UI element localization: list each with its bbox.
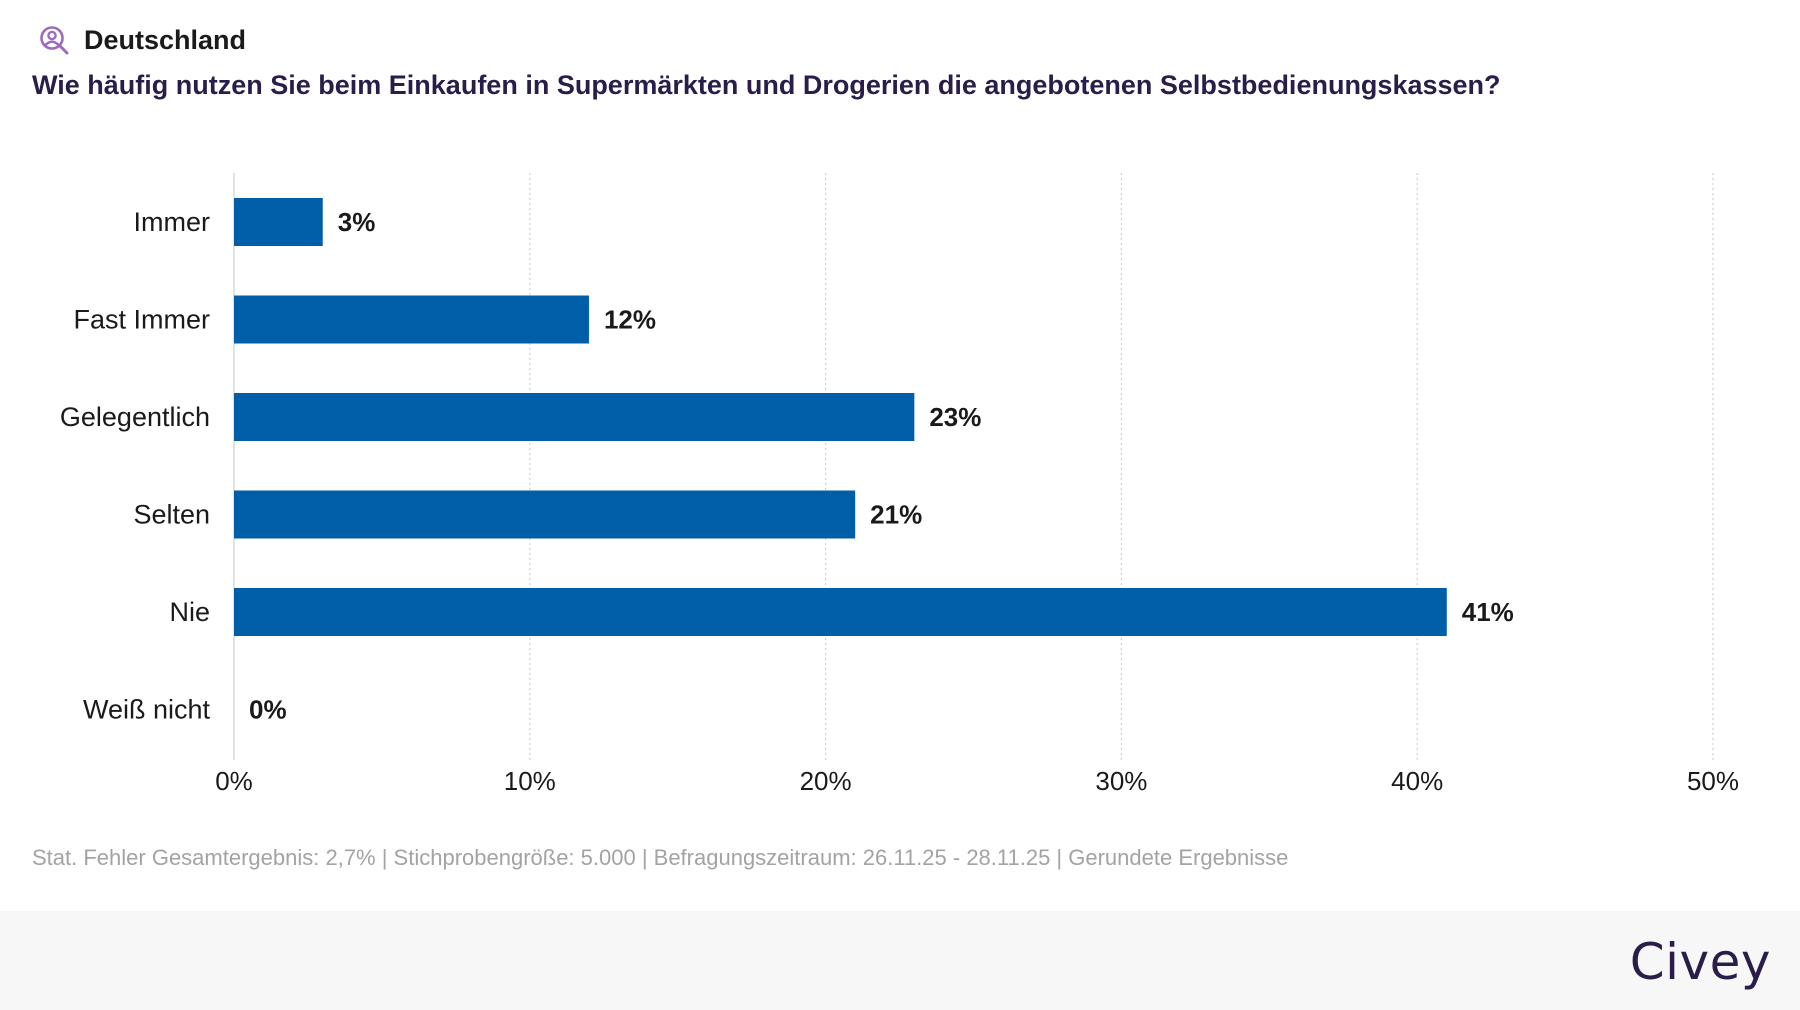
data-label: 41% <box>1462 597 1514 627</box>
x-tick-label: 10% <box>504 766 556 796</box>
region-label: Deutschland <box>84 24 247 55</box>
category-label: Fast Immer <box>73 305 210 335</box>
bar <box>234 588 1447 636</box>
x-tick-label: 0% <box>215 766 253 796</box>
data-label: 23% <box>929 402 981 432</box>
bar <box>234 393 915 441</box>
data-label: 0% <box>249 695 287 725</box>
region-header: Deutschland <box>38 24 246 56</box>
data-label: 3% <box>338 207 376 237</box>
category-label: Gelegentlich <box>60 402 210 432</box>
bar-chart: 0% 10% 20% 30% 40% 50% Immer 3% Fast Immer 12% Gel… <box>60 173 1739 796</box>
data-label: 12% <box>604 305 656 335</box>
footnote: Stat. Fehler Gesamtergebnis: 2,7% | Stic… <box>32 845 1289 870</box>
category-label: Immer <box>134 207 211 237</box>
question-title: Wie häufig nutzen Sie beim Einkaufen in … <box>32 70 1501 100</box>
brand-logo[interactable]: Civey <box>1629 933 1771 991</box>
person-search-icon <box>40 26 69 55</box>
bar <box>234 198 323 246</box>
x-tick-label: 50% <box>1687 766 1739 796</box>
category-label: Nie <box>169 597 210 627</box>
bar <box>234 490 856 539</box>
category-label: Selten <box>133 500 210 530</box>
data-label: 21% <box>870 500 922 530</box>
x-tick-label: 30% <box>1095 766 1147 796</box>
x-tick-label: 20% <box>800 766 852 796</box>
category-label: Weiß nicht <box>83 695 211 725</box>
footer: Civey <box>0 911 1800 1010</box>
x-tick-label: 40% <box>1391 766 1443 796</box>
bar <box>234 295 589 344</box>
